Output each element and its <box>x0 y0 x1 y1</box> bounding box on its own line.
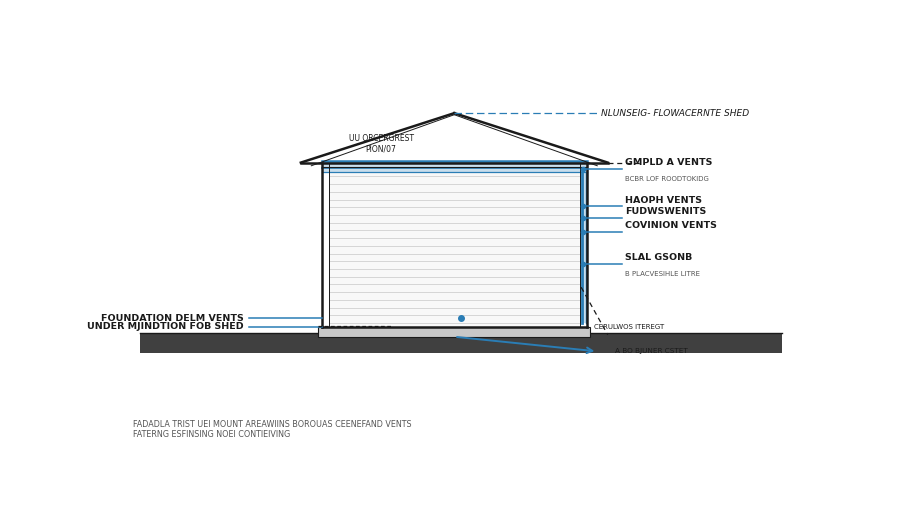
Text: NLUNSEIG- FLOWACERNTE SHED: NLUNSEIG- FLOWACERNTE SHED <box>601 108 749 118</box>
Text: COVINION VENTS: COVINION VENTS <box>626 222 717 230</box>
Text: B PLACVESIHLE LITRE: B PLACVESIHLE LITRE <box>626 271 700 278</box>
Bar <box>328 173 580 327</box>
Text: A BO BJUNER CSTET: A BO BJUNER CSTET <box>615 347 688 354</box>
Text: FUDWSWENITS: FUDWSWENITS <box>626 208 707 216</box>
Bar <box>322 161 587 173</box>
Bar <box>140 333 782 353</box>
Text: UU ORCERGREST
PION/07: UU ORCERGREST PION/07 <box>348 134 413 154</box>
Text: GMPLD A VENTS: GMPLD A VENTS <box>626 158 713 167</box>
Bar <box>580 173 589 323</box>
Text: CERULWOS ITEREGT: CERULWOS ITEREGT <box>594 324 664 329</box>
Text: BCBR LOF ROODTOKIDG: BCBR LOF ROODTOKIDG <box>626 176 709 182</box>
Text: FOUNDATION DELM VENTS: FOUNDATION DELM VENTS <box>101 314 244 323</box>
Text: UNDER MJINDTION FOB SHED: UNDER MJINDTION FOB SHED <box>87 322 244 332</box>
Text: FADADLA TRIST UEI MOUNT AREAWIINS BOROUAS CEENEFAND VENTS
FATERNG ESFINSING NOEI: FADADLA TRIST UEI MOUNT AREAWIINS BOROUA… <box>133 420 412 439</box>
Bar <box>319 327 590 337</box>
Text: HAOPH VENTS: HAOPH VENTS <box>626 195 702 205</box>
Text: SLAL GSONB: SLAL GSONB <box>626 253 692 262</box>
